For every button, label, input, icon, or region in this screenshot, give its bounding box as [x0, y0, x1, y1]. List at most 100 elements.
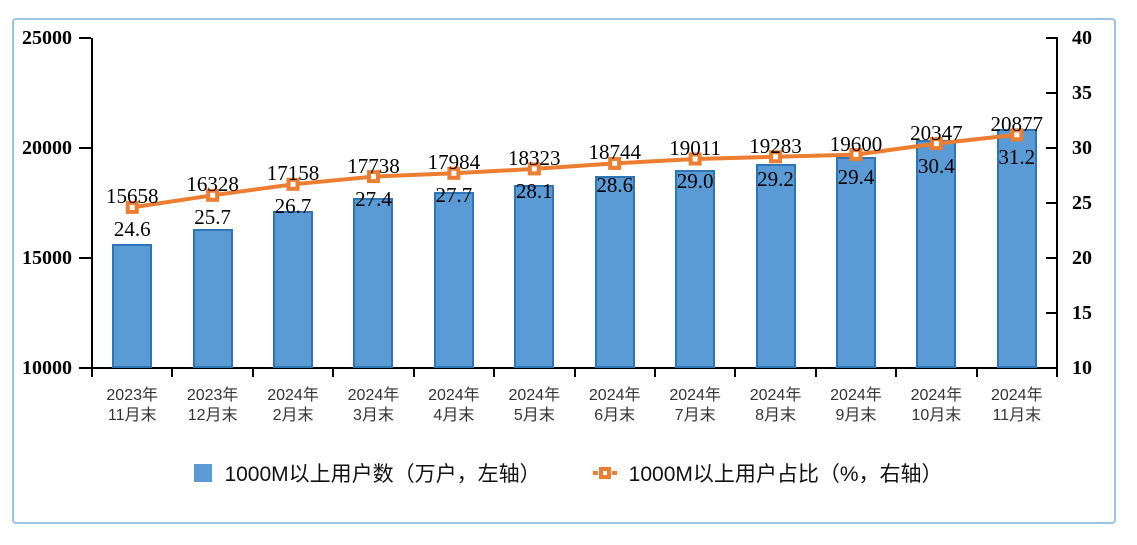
bar-value-label: 18744: [588, 140, 641, 165]
x-axis-category-line: 5月末: [513, 407, 555, 424]
y-axis-left-tick-label: 10000: [22, 357, 72, 379]
y-axis-left-tick: [79, 37, 91, 39]
x-axis-category-label: 2024年 3月末: [331, 386, 415, 426]
y-axis-right-tick-label: 25: [1072, 192, 1092, 214]
x-axis-category-label: 2024年 2月末: [251, 386, 335, 426]
y-axis-right-tick-label: 15: [1072, 302, 1092, 324]
line-marker-center: [853, 152, 859, 158]
x-axis-category-line: 2024年: [669, 387, 721, 404]
bar: [755, 163, 796, 368]
x-axis-category-label: 2024年 10月末: [894, 386, 978, 426]
y-axis-right-tick: [1046, 367, 1058, 369]
x-axis-category-line: 2024年: [428, 387, 480, 404]
x-axis-category-line: 4月末: [433, 407, 475, 424]
bar-value-label: 17738: [347, 153, 400, 178]
y-axis-left-tick: [79, 367, 91, 369]
y-axis-left-tick-label: 20000: [22, 137, 72, 159]
x-axis-category-line: 9月末: [835, 407, 877, 424]
x-axis-tick: [814, 368, 817, 377]
x-axis-tick: [895, 368, 898, 377]
x-axis-category-label: 2023年 11月末: [90, 386, 174, 426]
line-marker-center: [933, 141, 939, 147]
y-axis-left-tick-label: 15000: [22, 247, 72, 269]
y-axis-right-tick: [1046, 257, 1058, 259]
x-axis-category-line: 2024年: [990, 387, 1043, 404]
x-axis-category-line: 2024年: [910, 387, 963, 404]
line-pct-label: 29.2: [757, 166, 794, 191]
legend-line-square-center: [602, 471, 607, 475]
bar: [433, 192, 474, 368]
legend-line-dash: [611, 471, 617, 475]
line-marker-center: [210, 192, 216, 198]
y-axis-right-tick-label: 10: [1072, 357, 1092, 379]
x-axis-category-line: 2024年: [830, 387, 882, 404]
legend-line-marker-icon: [592, 467, 617, 479]
line-marker-center: [773, 154, 779, 160]
bar: [514, 184, 555, 368]
x-axis-category-line: 2024年: [347, 387, 400, 404]
legend-bar-swatch: [194, 464, 213, 482]
y-axis-left: [91, 38, 93, 376]
line-marker-center: [692, 156, 698, 162]
line-pct-label: 25.7: [194, 205, 231, 230]
line-pct-label: 26.7: [274, 194, 312, 219]
x-axis-category-label: 2024年 4月末: [412, 386, 496, 426]
line-pct-label: 27.7: [435, 183, 473, 208]
y-axis-right-tick: [1046, 202, 1058, 204]
line-pct-label: 29.4: [837, 164, 875, 189]
x-axis-tick: [573, 368, 576, 377]
y-axis-right-tick: [1046, 92, 1058, 94]
line-pct-label: 30.4: [918, 153, 955, 178]
x-axis-tick: [653, 368, 656, 377]
line-marker-center: [129, 204, 135, 210]
bar: [835, 156, 876, 368]
x-axis-category-label: 2024年 8月末: [734, 386, 818, 426]
x-axis-category-line: 6月末: [594, 407, 636, 424]
line-pct-label: 29.0: [676, 169, 714, 193]
y-axis-right-tick: [1046, 312, 1058, 314]
y-axis-right: [1056, 38, 1058, 376]
x-axis-tick: [251, 368, 254, 377]
y-axis-right-tick-label: 40: [1072, 27, 1092, 49]
x-axis-category-line: 11月末: [107, 407, 157, 424]
line-pct-label: 28.6: [596, 173, 634, 198]
line-marker-center: [451, 170, 457, 176]
x-axis-tick: [171, 368, 174, 377]
bar-value-label: 15658: [105, 184, 159, 209]
bar-value-label: 17984: [427, 150, 481, 175]
x-axis-category-line: 10月末: [911, 407, 962, 424]
bar-value-label: 18323: [508, 145, 561, 170]
x-axis-category-line: 2024年: [749, 387, 802, 404]
x-axis-tick: [1056, 368, 1058, 377]
bar: [112, 243, 153, 368]
x-axis-category-line: 2023年: [106, 387, 158, 404]
y-axis-left-tick: [79, 147, 91, 149]
bar-value-label: 19600: [829, 131, 883, 156]
y-axis-right-tick: [1046, 37, 1058, 39]
bar: [594, 175, 635, 368]
y-axis-right-tick-label: 30: [1072, 137, 1092, 159]
line-marker-center: [1014, 132, 1020, 138]
line-pct-label: 31.2: [998, 144, 1036, 169]
line-pct-label: 28.1: [515, 178, 553, 203]
x-axis-category-line: 2023年: [186, 387, 239, 404]
x-axis-tick: [91, 368, 93, 377]
legend-line-label: 1000M以上用户占比（%，右轴）: [628, 463, 943, 486]
line-pct-label: 27.4: [355, 186, 392, 211]
x-axis-tick: [734, 368, 737, 377]
x-axis-tick: [975, 368, 978, 377]
y-axis-right-tick-label: 20: [1072, 247, 1092, 269]
x-axis-category-line: 2024年: [508, 387, 561, 404]
legend-bar-label: 1000M以上用户数（万户，左轴）: [224, 463, 541, 486]
bar-value-label: 16328: [186, 172, 239, 197]
x-axis-category-label: 2024年 11月末: [975, 386, 1059, 426]
bar-value-label: 20877: [990, 111, 1044, 136]
line-pct-label: 24.6: [113, 217, 151, 242]
x-axis-category-line: 3月末: [353, 407, 394, 424]
x-axis-category-label: 2024年 9月末: [814, 386, 898, 426]
y-axis-right-tick: [1046, 147, 1058, 149]
x-axis-tick: [493, 368, 496, 377]
x-axis-category-label: 2024年 6月末: [573, 386, 657, 426]
x-axis-tick: [412, 368, 415, 377]
